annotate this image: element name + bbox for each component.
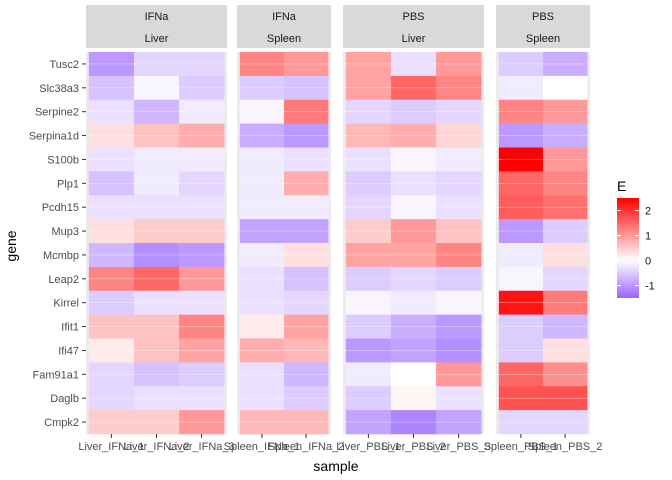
y-tick-label: Kirrel [53,298,79,310]
x-tick-label: Liver_IFNa_3 [169,441,235,453]
x-tick-label: Spleen_PBS_1 [484,441,559,453]
facet-strip-label-top: PBS [402,11,424,23]
x-tick-label: Spleen_IFNa_1 [224,441,300,453]
x-tick-label: Spleen_PBS_2 [528,441,603,453]
legend-tick-label: -1 [645,281,655,293]
y-tick-label: Mcmbp [43,250,79,262]
x-tick-label: Liver_PBS_1 [336,441,400,453]
x-axis-title: sample [313,458,358,474]
y-tick-label: Slc38a3 [39,83,79,95]
x-axis: Liver_IFNa_1Liver_IFNa_2Liver_IFNa_3Sple… [78,434,602,453]
facet-strip-label-bottom: Spleen [526,33,560,45]
facet-strip-label-top: IFNa [272,11,297,23]
x-tick-label: Liver_IFNa_2 [123,441,189,453]
y-axis-title: gene [3,230,19,261]
facet-strip-label-top: IFNa [145,11,170,23]
y-tick-label: Daglb [50,393,79,405]
legend-tick-label: 1 [645,231,651,243]
legend-tick-label: 2 [645,206,651,218]
facet-strip-label-bottom: Liver [402,33,426,45]
y-tick-label: Ifi47 [58,345,79,357]
legend-colorbar [617,198,639,298]
y-tick-label: Cmpk2 [44,417,79,429]
facet-strip [86,5,227,48]
y-tick-label: Mup3 [51,226,79,238]
y-tick-label: S100b [47,154,79,166]
x-tick-label: Liver_PBS_2 [381,441,445,453]
facet-strip [496,5,590,48]
x-tick-label: Liver_IFNa_1 [78,441,144,453]
heatmap-panels: IFNa Liver IFNa Spleen PBS Liver PBS Spleen [86,5,590,435]
y-tick-label: Serpine2 [35,107,79,119]
facet-strip-label-bottom: Liver [145,33,169,45]
facet-strip [237,5,331,48]
legend: E 2 1 0 -1 [617,178,655,298]
x-tick-label: Spleen_IFNa_2 [268,441,344,453]
y-tick-label: Serpina1d [29,131,79,143]
legend-tick-label: 0 [645,256,651,268]
facet-panel: IFNa Liver [86,5,227,435]
y-tick-label: Plp1 [57,178,79,190]
facet-panel: PBS Liver [343,5,484,435]
legend-title: E [617,178,626,194]
facet-panel: PBS Spleen [496,5,590,435]
y-axis: Tusc2 Slc38a3 Serpine2 Serpina1d S100b Plp1 Pc… [29,59,86,429]
y-tick-label: Leap2 [48,274,79,286]
y-tick-label: Ifit1 [61,322,79,334]
y-tick-label: Fam91a1 [33,369,79,381]
facet-strip [343,5,484,48]
x-tick-label: Liver_PBS_3 [427,441,491,453]
y-tick-label: Pcdh15 [42,202,79,214]
facet-strip-label-top: PBS [532,11,554,23]
facet-strip-label-bottom: Spleen [267,33,301,45]
y-tick-label: Tusc2 [49,59,79,71]
facet-panel: IFNa Spleen [237,5,331,435]
